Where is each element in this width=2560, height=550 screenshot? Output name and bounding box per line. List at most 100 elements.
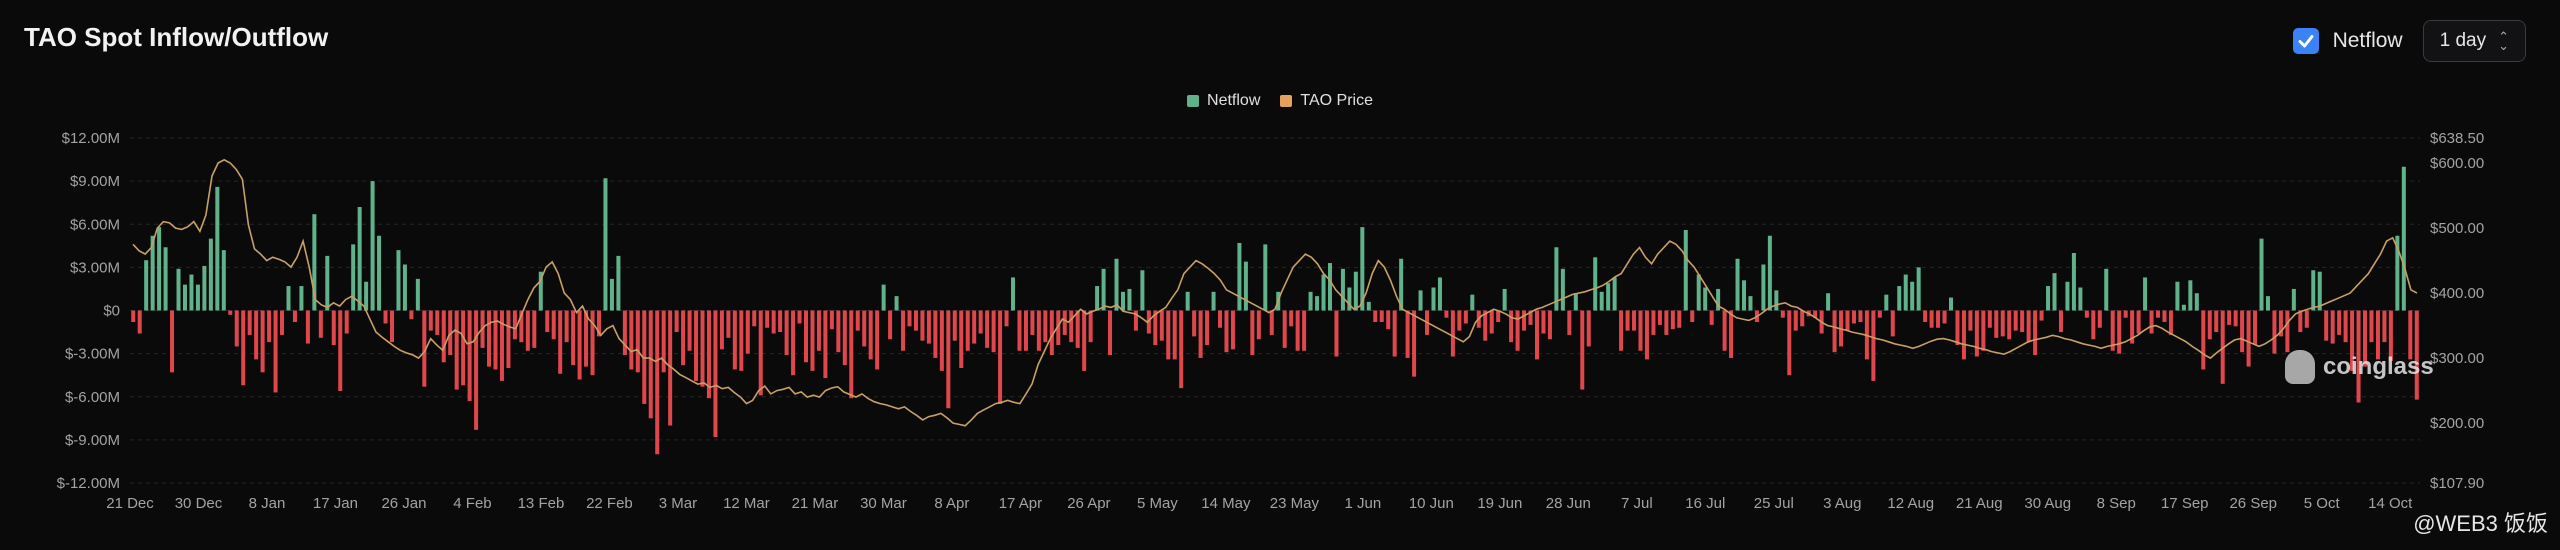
netflow-bar: [1496, 310, 1501, 322]
netflow-bar: [2375, 310, 2380, 360]
netflow-bar: [157, 227, 162, 311]
netflow-bar: [428, 310, 433, 331]
watermark-text: coinglass: [2323, 353, 2434, 380]
x-tick-label: 21 Mar: [792, 495, 839, 512]
netflow-bar: [855, 310, 860, 331]
netflow-bar: [2091, 310, 2096, 340]
netflow-bar: [1127, 288, 1132, 311]
x-tick-label: 17 Jan: [313, 495, 358, 512]
legend-label-tao-price: TAO Price: [1300, 92, 1373, 109]
netflow-bar: [2033, 310, 2038, 356]
netflow-bar: [732, 310, 737, 370]
netflow-bar: [325, 255, 330, 311]
netflow-bar: [674, 310, 679, 333]
netflow-bar: [2408, 310, 2413, 360]
netflow-bar: [1108, 310, 1113, 356]
netflow-bar: [1619, 310, 1624, 351]
netflow-bar: [2343, 310, 2348, 343]
netflow-bar: [642, 310, 647, 404]
netflow-bar: [1800, 310, 1805, 327]
x-tick-label: 19 Jun: [1477, 495, 1522, 512]
netflow-bar: [499, 310, 504, 381]
interval-select[interactable]: 1 day ⌃ ⌄: [2422, 20, 2526, 62]
netflow-bar: [1211, 291, 1216, 311]
netflow-bar: [2162, 310, 2167, 322]
netflow-bar: [687, 310, 692, 351]
netflow-bar: [2278, 310, 2283, 337]
netflow-bar: [2298, 310, 2303, 333]
netflow-bar: [1224, 310, 1229, 353]
netflow-bar: [1599, 291, 1604, 311]
legend-item-netflow[interactable]: Netflow: [1187, 92, 1260, 110]
netflow-bar: [1101, 268, 1106, 311]
netflow-bar: [2291, 288, 2296, 311]
y-left-tick-label: $12.00M: [62, 130, 120, 147]
netflow-bar: [1418, 290, 1423, 311]
netflow-bar: [2194, 293, 2199, 311]
netflow-bar: [512, 310, 517, 340]
netflow-bar: [2143, 277, 2148, 311]
netflow-bar: [1981, 310, 1986, 351]
netflow-toggle-label: Netflow: [2332, 29, 2403, 52]
x-tick-label: 30 Mar: [860, 495, 907, 512]
netflow-bar: [234, 310, 239, 347]
netflow-bar: [506, 310, 511, 368]
netflow-bar: [273, 310, 278, 393]
netflow-bar: [493, 310, 498, 370]
netflow-bar: [590, 310, 595, 376]
netflow-bar: [2272, 310, 2277, 354]
netflow-toggle[interactable]: Netflow: [2292, 28, 2403, 54]
netflow-bar: [1140, 270, 1145, 311]
netflow-bar: [1948, 297, 1954, 311]
netflow-bar: [1961, 310, 1966, 360]
netflow-bar: [1282, 310, 1287, 348]
netflow-bar: [1412, 310, 1417, 377]
netflow-bar: [1502, 288, 1507, 311]
netflow-bar: [739, 310, 744, 371]
netflow-bar: [784, 310, 789, 356]
netflow-bar: [913, 310, 918, 331]
netflow-bar: [1179, 310, 1184, 389]
netflow-bar: [1450, 310, 1455, 357]
chart-controls: Netflow 1 day ⌃ ⌄: [2292, 20, 2526, 62]
netflow-bar: [1120, 291, 1125, 311]
legend-item-tao-price[interactable]: TAO Price: [1280, 92, 1373, 110]
netflow-bar: [202, 265, 207, 311]
netflow-bar: [1826, 293, 1831, 311]
netflow-bar: [1218, 310, 1223, 328]
netflow-bar: [422, 310, 427, 387]
netflow-bar: [2097, 310, 2102, 328]
x-tick-label: 23 May: [1270, 495, 1320, 512]
netflow-bar: [1302, 310, 1307, 351]
netflow-bar: [1761, 264, 1766, 311]
netflow-bar: [221, 250, 226, 311]
netflow-bar: [1198, 310, 1203, 358]
netflow-bar: [1522, 310, 1527, 331]
netflow-bar: [2317, 271, 2322, 311]
netflow-bar: [2188, 280, 2193, 311]
netflow-bar: [2156, 310, 2161, 318]
netflow-checkbox[interactable]: [2292, 28, 2319, 54]
netflow-bar: [888, 310, 893, 340]
netflow-bar: [1722, 310, 1727, 351]
netflow-bar: [331, 310, 336, 345]
netflow-bar: [1664, 310, 1669, 335]
netflow-bar: [694, 310, 699, 381]
x-tick-label: 8 Apr: [934, 495, 969, 512]
netflow-bar: [1075, 310, 1080, 348]
netflow-bar: [2259, 238, 2264, 311]
netflow-bar: [377, 235, 382, 311]
netflow-bar: [2350, 310, 2355, 371]
netflow-bar: [1011, 277, 1016, 311]
netflow-bar: [2330, 310, 2335, 344]
netflow-bar: [655, 310, 660, 455]
netflow-bar: [338, 310, 343, 391]
netflow-bar: [532, 310, 537, 348]
netflow-bar: [2104, 268, 2109, 311]
netflow-bar: [1509, 310, 1514, 343]
netflow-bar: [991, 310, 996, 353]
netflow-bar: [1916, 267, 1921, 311]
y-left-tick-label: $-6.00M: [65, 389, 120, 406]
netflow-bar: [2130, 310, 2135, 344]
netflow-bar: [1606, 283, 1611, 311]
